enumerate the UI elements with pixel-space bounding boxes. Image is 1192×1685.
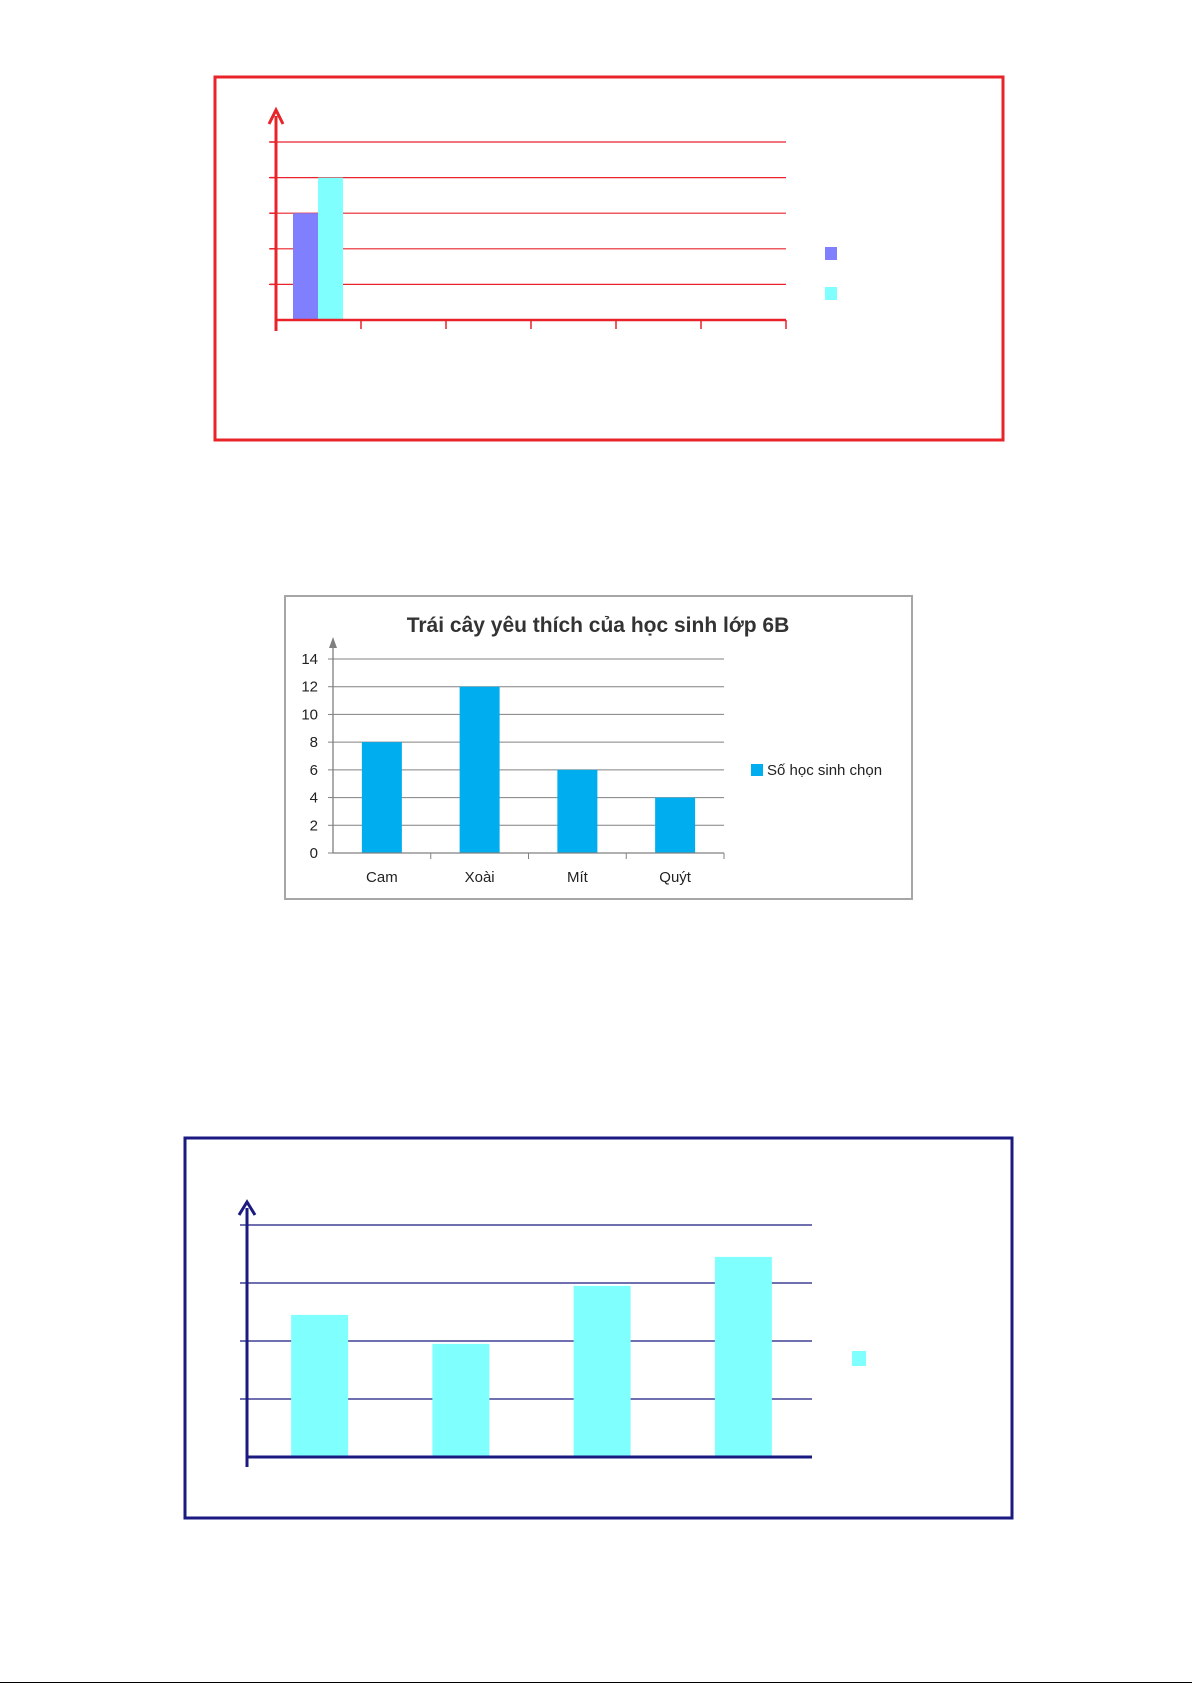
chart-3-axes xyxy=(237,1199,812,1467)
chart-3-bars xyxy=(291,1256,772,1457)
chart-1 xyxy=(213,75,1005,442)
chart-2-legend-label: Số học sinh chọn xyxy=(767,762,882,779)
chart-2-bar-2 xyxy=(557,769,598,853)
chart-1-legend-swatch-0 xyxy=(825,247,837,260)
chart-2-y-tick-label-0: 0 xyxy=(310,845,318,862)
chart-3-bar-0 xyxy=(291,1314,349,1457)
chart-2-y-arrow xyxy=(329,637,337,648)
chart-2-y-tick-label-7: 14 xyxy=(301,651,318,668)
chart-2-bar-1 xyxy=(459,686,500,853)
chart-2-y-ticks: 0 2 4 6 8 10 12 14 xyxy=(301,651,333,862)
chart-2-legend-swatch xyxy=(751,764,763,776)
chart-3-legend-swatch xyxy=(852,1351,866,1366)
chart-2-x-tick-label-3: Quýt xyxy=(659,869,692,886)
chart-2-title: Trái cây yêu thích của học sinh lớp 6B xyxy=(407,614,790,637)
chart-2-y-tick-label-3: 6 xyxy=(310,762,318,779)
chart-1-bars xyxy=(293,177,343,320)
chart-1-bar-s0-c0 xyxy=(293,213,318,320)
chart-2-x-tick-label-0: Cam xyxy=(366,869,398,886)
chart-2-x-tick-label-2: Mít xyxy=(567,869,589,886)
chart-3-bar-2 xyxy=(573,1285,631,1457)
chart-2: Trái cây yêu thích của học sinh lớp 6B 0… xyxy=(284,595,913,900)
chart-1-legend-swatch-1 xyxy=(825,287,837,300)
chart-2-legend: Số học sinh chọn xyxy=(751,762,882,779)
chart-1-y-arrow xyxy=(267,106,285,125)
chart-1-gridlines xyxy=(269,141,786,285)
chart-2-x-ticks: Cam Xoài Mít Quýt xyxy=(366,869,692,886)
chart-2-bar-0 xyxy=(361,742,402,853)
chart-2-bar-3 xyxy=(655,797,696,853)
chart-2-bars xyxy=(361,686,696,853)
chart-2-y-tick-label-6: 12 xyxy=(301,679,318,696)
chart-3-y-arrow xyxy=(237,1199,257,1216)
chart-1-axes xyxy=(267,106,787,331)
chart-1-bar-s1-c0 xyxy=(318,177,343,320)
chart-1-legend xyxy=(825,247,837,300)
chart-2-axes xyxy=(329,637,725,859)
chart-2-y-tick-label-1: 2 xyxy=(310,817,318,834)
chart-3-bar-1 xyxy=(432,1343,490,1457)
chart-3-bar-3 xyxy=(714,1256,772,1457)
chart-3-legend xyxy=(852,1351,866,1366)
chart-2-y-tick-label-2: 4 xyxy=(310,790,318,807)
page-bottom-rule xyxy=(0,1682,1192,1683)
chart-1-frame xyxy=(213,75,1005,442)
chart-2-x-tick-label-1: Xoài xyxy=(465,869,495,886)
chart-2-y-tick-label-5: 10 xyxy=(301,706,318,723)
chart-2-y-tick-label-4: 8 xyxy=(310,734,318,751)
